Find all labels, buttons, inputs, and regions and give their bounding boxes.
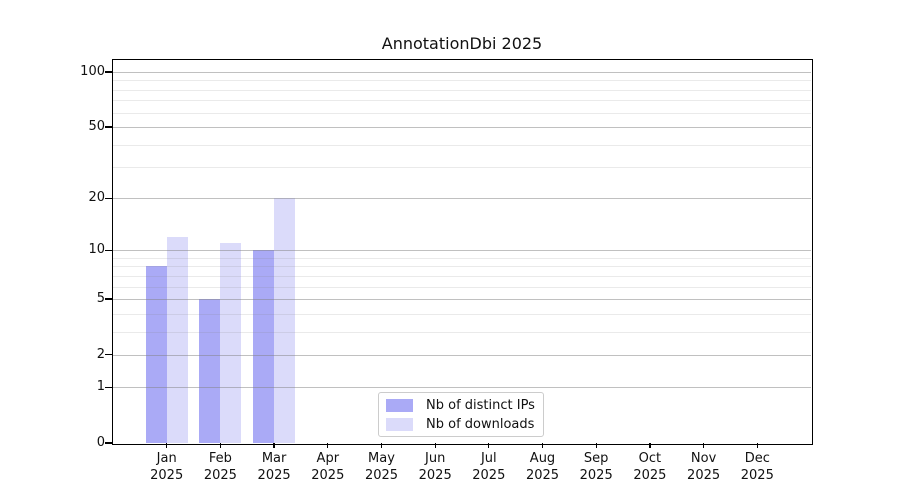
minor-gridline <box>113 257 811 259</box>
minor-gridline <box>113 166 811 168</box>
major-gridline <box>113 198 811 200</box>
x-tick-mark <box>595 443 597 448</box>
x-tick-label: Feb 2025 <box>203 451 237 483</box>
x-tick-label: Apr 2025 <box>311 451 345 483</box>
y-tick-mark <box>104 126 112 128</box>
minor-gridline <box>113 100 811 102</box>
y-tick-label: 20 <box>88 190 105 206</box>
y-tick-label: 0 <box>96 435 105 450</box>
x-tick-mark <box>219 443 221 448</box>
legend-label-downloads: Nb of downloads <box>426 417 535 432</box>
minor-gridline <box>113 266 811 268</box>
x-tick-mark <box>380 443 383 448</box>
legend-item-downloads: Nb of downloads <box>386 415 535 434</box>
minor-gridline <box>113 286 811 288</box>
x-tick-label: Dec 2025 <box>740 451 774 483</box>
x-tick-mark <box>756 443 758 448</box>
bar-downloads-feb <box>220 243 242 443</box>
minor-gridline <box>113 112 811 114</box>
x-tick-label: Mar 2025 <box>257 451 291 483</box>
minor-gridline <box>113 89 811 91</box>
minor-gridline <box>113 313 811 315</box>
y-tick-mark <box>104 249 112 251</box>
major-gridline <box>113 387 811 389</box>
y-tick-label: 1 <box>96 379 105 395</box>
legend-item-distinct-ips: Nb of distinct IPs <box>386 396 535 415</box>
legend: Nb of distinct IPs Nb of downloads <box>378 392 544 437</box>
x-tick-label: Oct 2025 <box>633 451 667 483</box>
bar-downloads-mar <box>274 198 296 443</box>
legend-swatch-downloads <box>386 418 413 431</box>
bar-distinct-ips-mar <box>253 250 275 443</box>
minor-gridline <box>113 275 811 277</box>
x-tick-mark <box>273 443 275 448</box>
x-tick-label: Sep 2025 <box>579 451 613 483</box>
x-tick-mark <box>166 443 168 448</box>
minor-gridline <box>113 331 811 333</box>
major-gridline <box>113 354 811 356</box>
x-tick-label: Jan 2025 <box>150 451 184 483</box>
legend-swatch-distinct-ips <box>386 399 413 412</box>
chart-title: AnnotationDbi 2025 <box>381 34 543 53</box>
major-gridline <box>113 72 811 73</box>
x-tick-label: Aug 2025 <box>525 451 560 483</box>
x-tick-label: Nov 2025 <box>687 451 721 483</box>
y-tick-mark <box>104 386 112 388</box>
y-tick-label: 100 <box>80 64 105 79</box>
major-gridline <box>113 250 811 252</box>
x-tick-mark <box>434 443 436 448</box>
x-tick-mark <box>649 443 651 448</box>
x-tick-label: May 2025 <box>364 451 399 483</box>
y-tick-label: 10 <box>88 242 105 258</box>
major-gridline <box>113 299 811 300</box>
x-tick-mark <box>541 443 544 448</box>
x-tick-mark <box>703 443 705 448</box>
major-gridline <box>113 126 811 128</box>
x-tick-label: Jul 2025 <box>472 451 506 483</box>
y-tick-mark <box>104 442 112 444</box>
minor-gridline <box>113 80 811 82</box>
y-tick-mark <box>104 71 112 73</box>
y-tick-mark <box>104 354 112 356</box>
x-tick-label: Jun 2025 <box>418 451 452 483</box>
y-tick-mark <box>104 197 112 199</box>
x-tick-mark <box>327 443 329 448</box>
y-tick-mark <box>104 298 112 300</box>
bar-downloads-jan <box>166 236 188 443</box>
y-tick-label: 50 <box>88 118 105 134</box>
plot-area <box>111 58 813 445</box>
legend-label-distinct-ips: Nb of distinct IPs <box>426 398 535 413</box>
y-tick-label: 5 <box>96 291 105 306</box>
minor-gridline <box>113 144 811 146</box>
x-tick-mark <box>488 443 490 448</box>
y-tick-label: 2 <box>96 346 105 362</box>
bar-distinct-ips-feb <box>199 299 221 443</box>
